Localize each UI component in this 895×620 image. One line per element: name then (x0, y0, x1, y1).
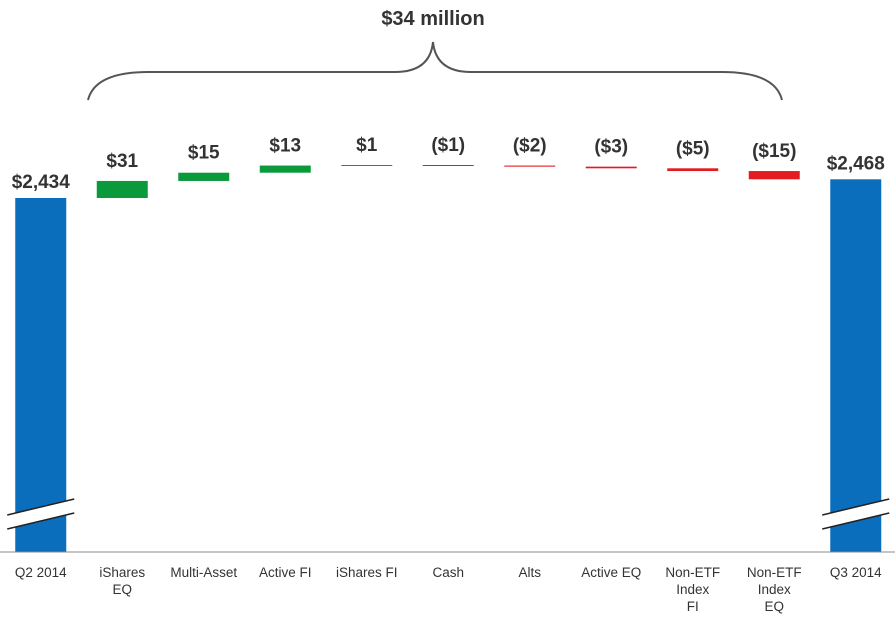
bar-active-eq (585, 166, 637, 169)
x-tick-labels-group: Q2 2014 iShares EQ Multi-Asset Active FI iSha… (15, 565, 882, 614)
tick-label-active-fi: Active FI (259, 565, 312, 580)
tick-label-q2-2014: Q2 2014 (15, 565, 67, 580)
tick-label-alts: Alts (518, 565, 541, 580)
bars-group (15, 165, 882, 553)
value-label-q2-2014: $2,434 (12, 172, 71, 193)
value-label-alts: ($2) (513, 136, 547, 157)
tick-label-non-etf-index-eq: Non-ETF Index EQ (747, 565, 802, 614)
value-label-non-etf-index-fi: ($5) (676, 138, 710, 159)
axis-break-line (7, 498, 75, 516)
bar-cash (422, 165, 474, 166)
tick-label-ishares-eq: iShares EQ (99, 565, 145, 597)
axis-break-gap (822, 499, 890, 529)
tick-label-cash: Cash (432, 565, 464, 580)
bar-ishares-eq (96, 180, 148, 198)
axis-break-line (822, 498, 890, 516)
value-label-cash: ($1) (431, 135, 465, 156)
value-label-ishares-eq: $31 (106, 151, 138, 172)
value-label-q3-2014: $2,468 (827, 153, 885, 174)
tick-label-active-eq: Active EQ (581, 565, 641, 580)
value-label-active-fi: $13 (269, 136, 301, 157)
axis-break-gap (7, 499, 75, 529)
value-label-active-eq: ($3) (594, 137, 628, 158)
total-change-brace (87, 41, 783, 101)
value-label-non-etf-index-eq: ($15) (752, 141, 796, 162)
value-label-ishares-fi: $1 (356, 135, 378, 156)
tick-label-q3-2014: Q3 2014 (830, 565, 882, 580)
bar-q2-2014 (15, 198, 67, 552)
bar-alts (504, 165, 556, 167)
value-label-multi-asset: $15 (188, 143, 220, 164)
value-labels-group: $2,434 $31 $15 $13 $1 ($1) ($2) ($3) ($5) ($15) $2… (12, 135, 885, 193)
bar-non-etf-index-fi (667, 168, 719, 172)
tick-label-non-etf-index-fi: Non-ETF Index FI (665, 565, 720, 614)
total-change-label: $34 million (381, 8, 484, 30)
bar-q3-2014 (830, 179, 882, 553)
bar-multi-asset (178, 172, 230, 181)
bar-active-fi (259, 165, 311, 173)
tick-label-multi-asset: Multi-Asset (170, 565, 237, 580)
tick-label-ishares-fi: iShares FI (336, 565, 398, 580)
axis-breaks-group (7, 498, 890, 530)
bar-ishares-fi (341, 165, 393, 166)
axis-break-line (7, 512, 75, 530)
bar-non-etf-index-eq (748, 171, 800, 180)
axis-break-line (822, 512, 890, 530)
